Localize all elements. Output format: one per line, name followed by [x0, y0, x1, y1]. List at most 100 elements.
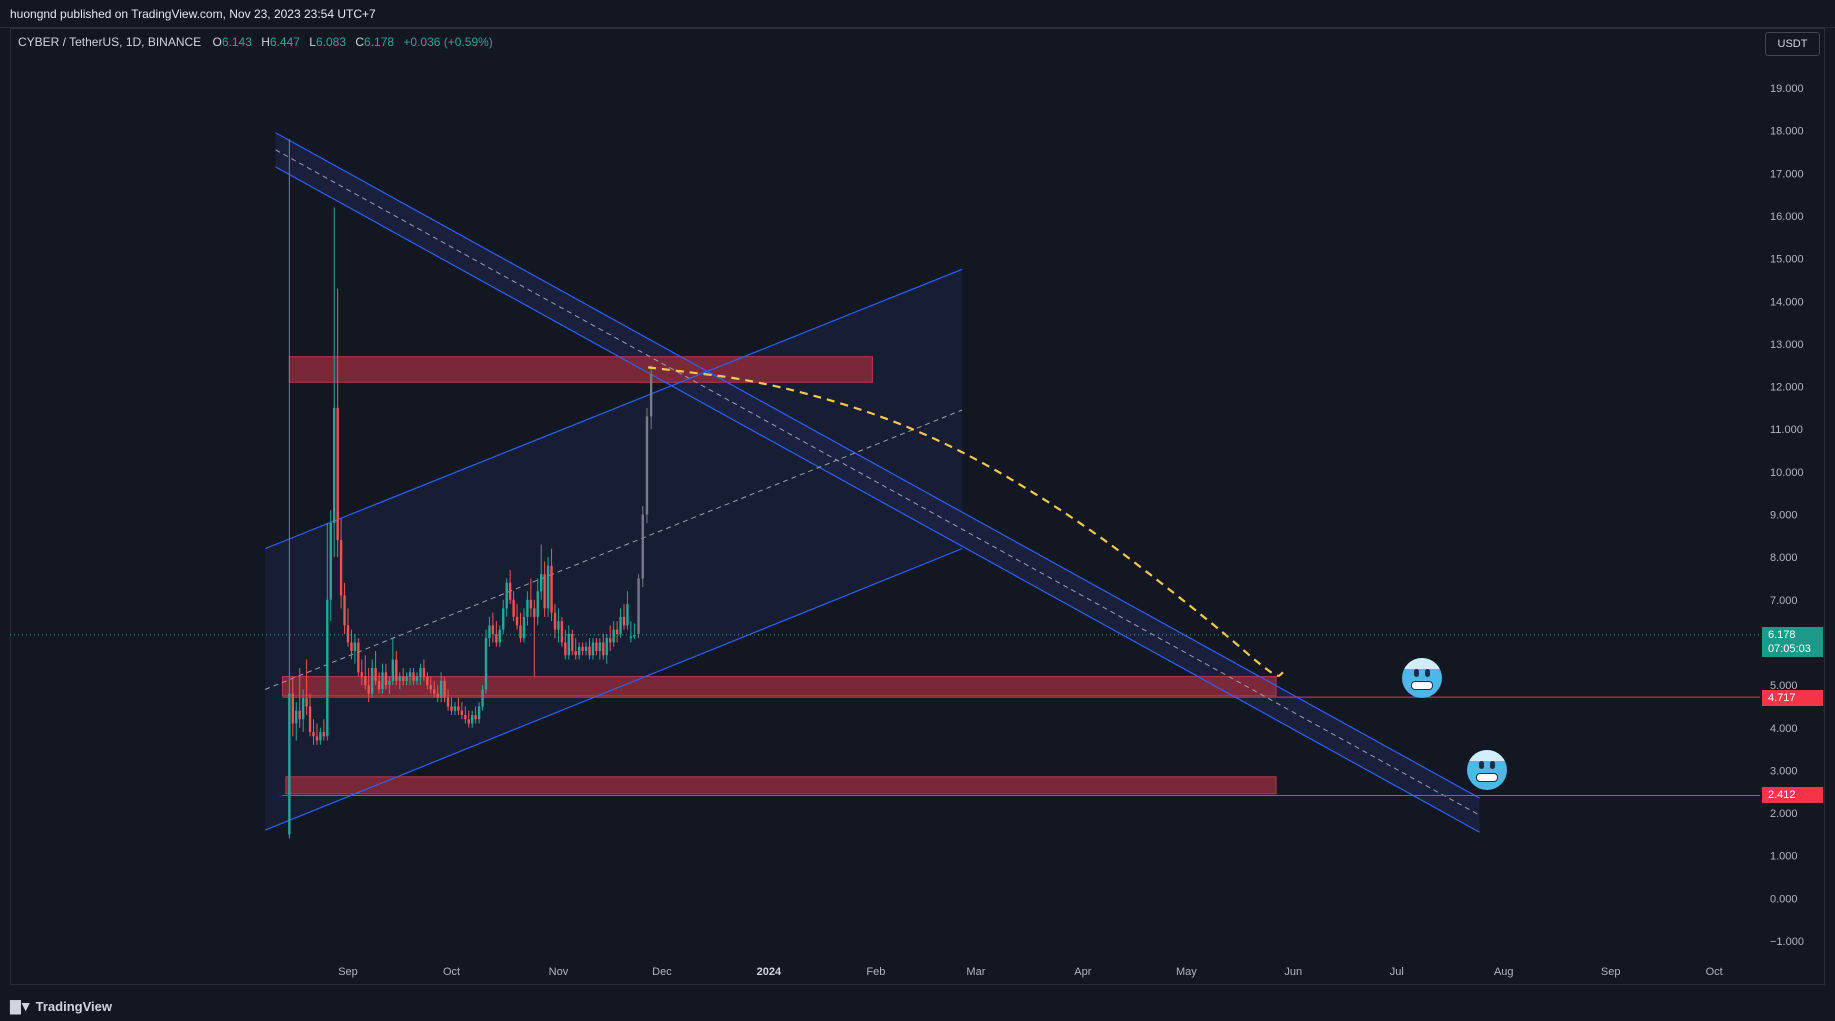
candle: [370, 659, 374, 698]
candle: [522, 608, 526, 643]
candle: [339, 518, 343, 609]
channel-layer: [264, 132, 1480, 833]
candle-body: [536, 591, 539, 617]
time-axis-label: Jul: [1390, 966, 1404, 978]
price-axis-label: 5.000: [1770, 680, 1798, 692]
candle: [367, 668, 370, 703]
currency-button[interactable]: USDT: [1765, 32, 1820, 56]
time-axis-label: Jun: [1284, 966, 1302, 978]
candle: [546, 557, 550, 617]
candle-body: [312, 732, 315, 737]
price-axis-label: 9.000: [1770, 510, 1798, 522]
publish-info: huongnd published on TradingView.com, No…: [0, 0, 1835, 28]
candle-body: [529, 599, 533, 609]
candle: [329, 510, 332, 622]
candle-body: [491, 625, 495, 634]
price-axis-label: 8.000: [1770, 552, 1798, 564]
candle-body: [433, 689, 436, 694]
candle: [512, 591, 515, 622]
price-axis-label: 17.000: [1770, 168, 1804, 180]
projection-body: [649, 373, 653, 417]
candle: [319, 727, 322, 745]
emoji-frost: [1467, 750, 1507, 761]
candle: [422, 659, 426, 681]
candle-body: [391, 659, 395, 681]
candle: [388, 676, 391, 694]
candle-body: [326, 599, 329, 737]
candle-body: [598, 642, 602, 651]
candle-body: [405, 676, 408, 681]
supply-demand-zone-1: [288, 356, 873, 383]
candle: [336, 288, 339, 558]
symbol-label[interactable]: CYBER / TetherUS, 1D, BINANCE: [18, 35, 202, 49]
open-value: 6.143: [221, 35, 252, 49]
candle-body: [591, 642, 595, 656]
emoji-eye: [1425, 669, 1430, 677]
candle-body: [505, 582, 508, 609]
candle-body: [295, 710, 298, 724]
candle: [526, 591, 529, 626]
candle: [298, 668, 301, 728]
candle: [488, 616, 491, 647]
candle-body: [319, 732, 322, 741]
candle: [450, 697, 453, 715]
up-channel-mid: [265, 409, 963, 690]
high-value: 6.447: [269, 35, 300, 49]
candle: [602, 633, 605, 660]
emoji-frost: [1402, 658, 1442, 669]
emoji-eye: [1414, 669, 1419, 677]
candle: [591, 638, 595, 660]
chart-canvas[interactable]: 19.000 18.000 17.000 16.000 15.000 14.000 13.0…: [0, 0, 1835, 990]
candle: [571, 629, 574, 656]
candle-body: [588, 646, 591, 656]
candle-body: [308, 706, 312, 733]
level-line-layer: [10, 634, 1760, 796]
cold-face-emoji-upper: [1402, 658, 1442, 698]
candle: [457, 697, 460, 715]
candle: [543, 561, 546, 617]
candle: [301, 689, 305, 733]
candle-body: [288, 693, 291, 835]
candle: [519, 612, 522, 643]
candle-body: [450, 706, 453, 711]
price-axis-label: 3.000: [1770, 765, 1798, 777]
tradingview-logo[interactable]: ▇▼ TradingView: [10, 996, 112, 1016]
time-axis-label: May: [1176, 966, 1197, 978]
candle: [433, 680, 436, 698]
candle-body: [605, 638, 608, 656]
candle: [402, 668, 405, 686]
candle: [405, 672, 408, 686]
price-axis-label: 0.000: [1770, 893, 1798, 905]
candle-body: [633, 634, 636, 637]
candle-body: [457, 706, 460, 711]
candle-body: [439, 680, 443, 698]
candle: [343, 582, 346, 634]
close-value: 6.178: [364, 35, 395, 49]
candle: [605, 633, 608, 664]
candle: [333, 207, 336, 558]
high-label: H: [261, 35, 270, 49]
candle: [395, 650, 398, 686]
candle-body: [577, 646, 581, 656]
candle-body: [370, 668, 374, 694]
candle-body: [426, 676, 429, 686]
candle: [626, 591, 629, 630]
candle: [460, 702, 464, 720]
candle-body: [584, 646, 588, 651]
candle-body: [515, 616, 519, 626]
candle-body: [374, 668, 377, 681]
open-label: O: [212, 35, 222, 49]
price-axis-label: 2.000: [1770, 808, 1798, 820]
candle-body: [560, 621, 564, 643]
price-axis-label: 11.000: [1770, 424, 1803, 436]
candle: [464, 706, 467, 724]
candle-body: [553, 612, 557, 630]
time-axis-label: Sep: [1601, 966, 1621, 978]
candle-body: [339, 540, 343, 596]
supply-demand-zone-3: [285, 776, 1277, 795]
down-channel-lower: [275, 166, 1480, 833]
candle: [622, 604, 626, 630]
candle: [467, 710, 470, 728]
price-axis-label: 10.000: [1770, 467, 1804, 479]
current-price-tag: 6.178 07:05:03: [1762, 627, 1823, 657]
